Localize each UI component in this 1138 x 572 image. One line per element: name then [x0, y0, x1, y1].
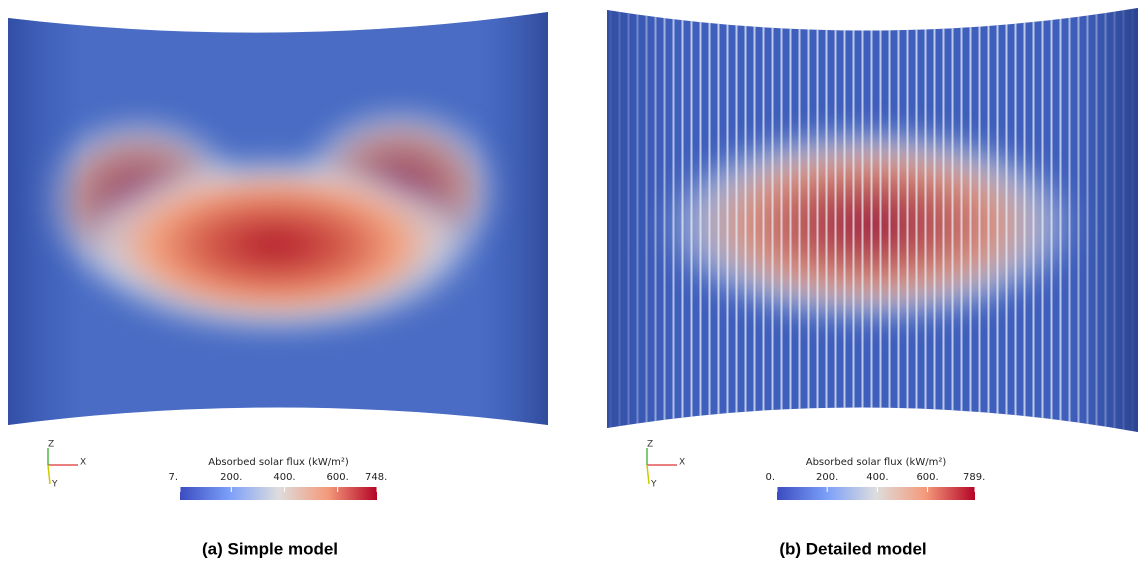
colorbar-tick-label: 748. — [365, 472, 387, 483]
colorbar-title: Absorbed solar flux (kW/m²) — [806, 457, 947, 468]
axis-label: X — [679, 458, 685, 468]
colorbar-tick-label: 789. — [963, 472, 985, 483]
axis-label: X — [80, 458, 86, 468]
caption: (a) Simple model — [202, 539, 338, 558]
axis-y — [646, 464, 650, 485]
caption: (b) Detailed model — [779, 539, 926, 558]
colorbar-tick-label: 200. — [816, 472, 838, 483]
panel: Z X Y Absorbed solar flux (kW/m²) 7. 200. 400.… — [47, 440, 387, 558]
axis-y — [47, 464, 51, 485]
heatmap-detailed — [607, 8, 1138, 432]
heatmap-simple — [8, 12, 548, 425]
colorbar-tick-label: 0. — [765, 472, 775, 483]
axis-label: Z — [647, 440, 653, 450]
colorbar-tick-label: 600. — [916, 472, 938, 483]
axis-label: Y — [51, 480, 58, 490]
panel: Z X Y Absorbed solar flux (kW/m²) 0. 200. 400.… — [646, 440, 985, 558]
colorbar-tick-label: 200. — [220, 472, 242, 483]
axis-label: Y — [650, 480, 657, 490]
colorbar — [777, 487, 975, 500]
axis-label: Z — [48, 440, 54, 450]
colorbar-tick-label: 600. — [327, 472, 349, 483]
colorbar-tick-label: 400. — [273, 472, 295, 483]
colorbar — [180, 487, 377, 500]
colorbar-tick-label: 7. — [168, 472, 178, 483]
colorbar-title: Absorbed solar flux (kW/m²) — [208, 457, 349, 468]
colorbar-tick-label: 400. — [866, 472, 888, 483]
